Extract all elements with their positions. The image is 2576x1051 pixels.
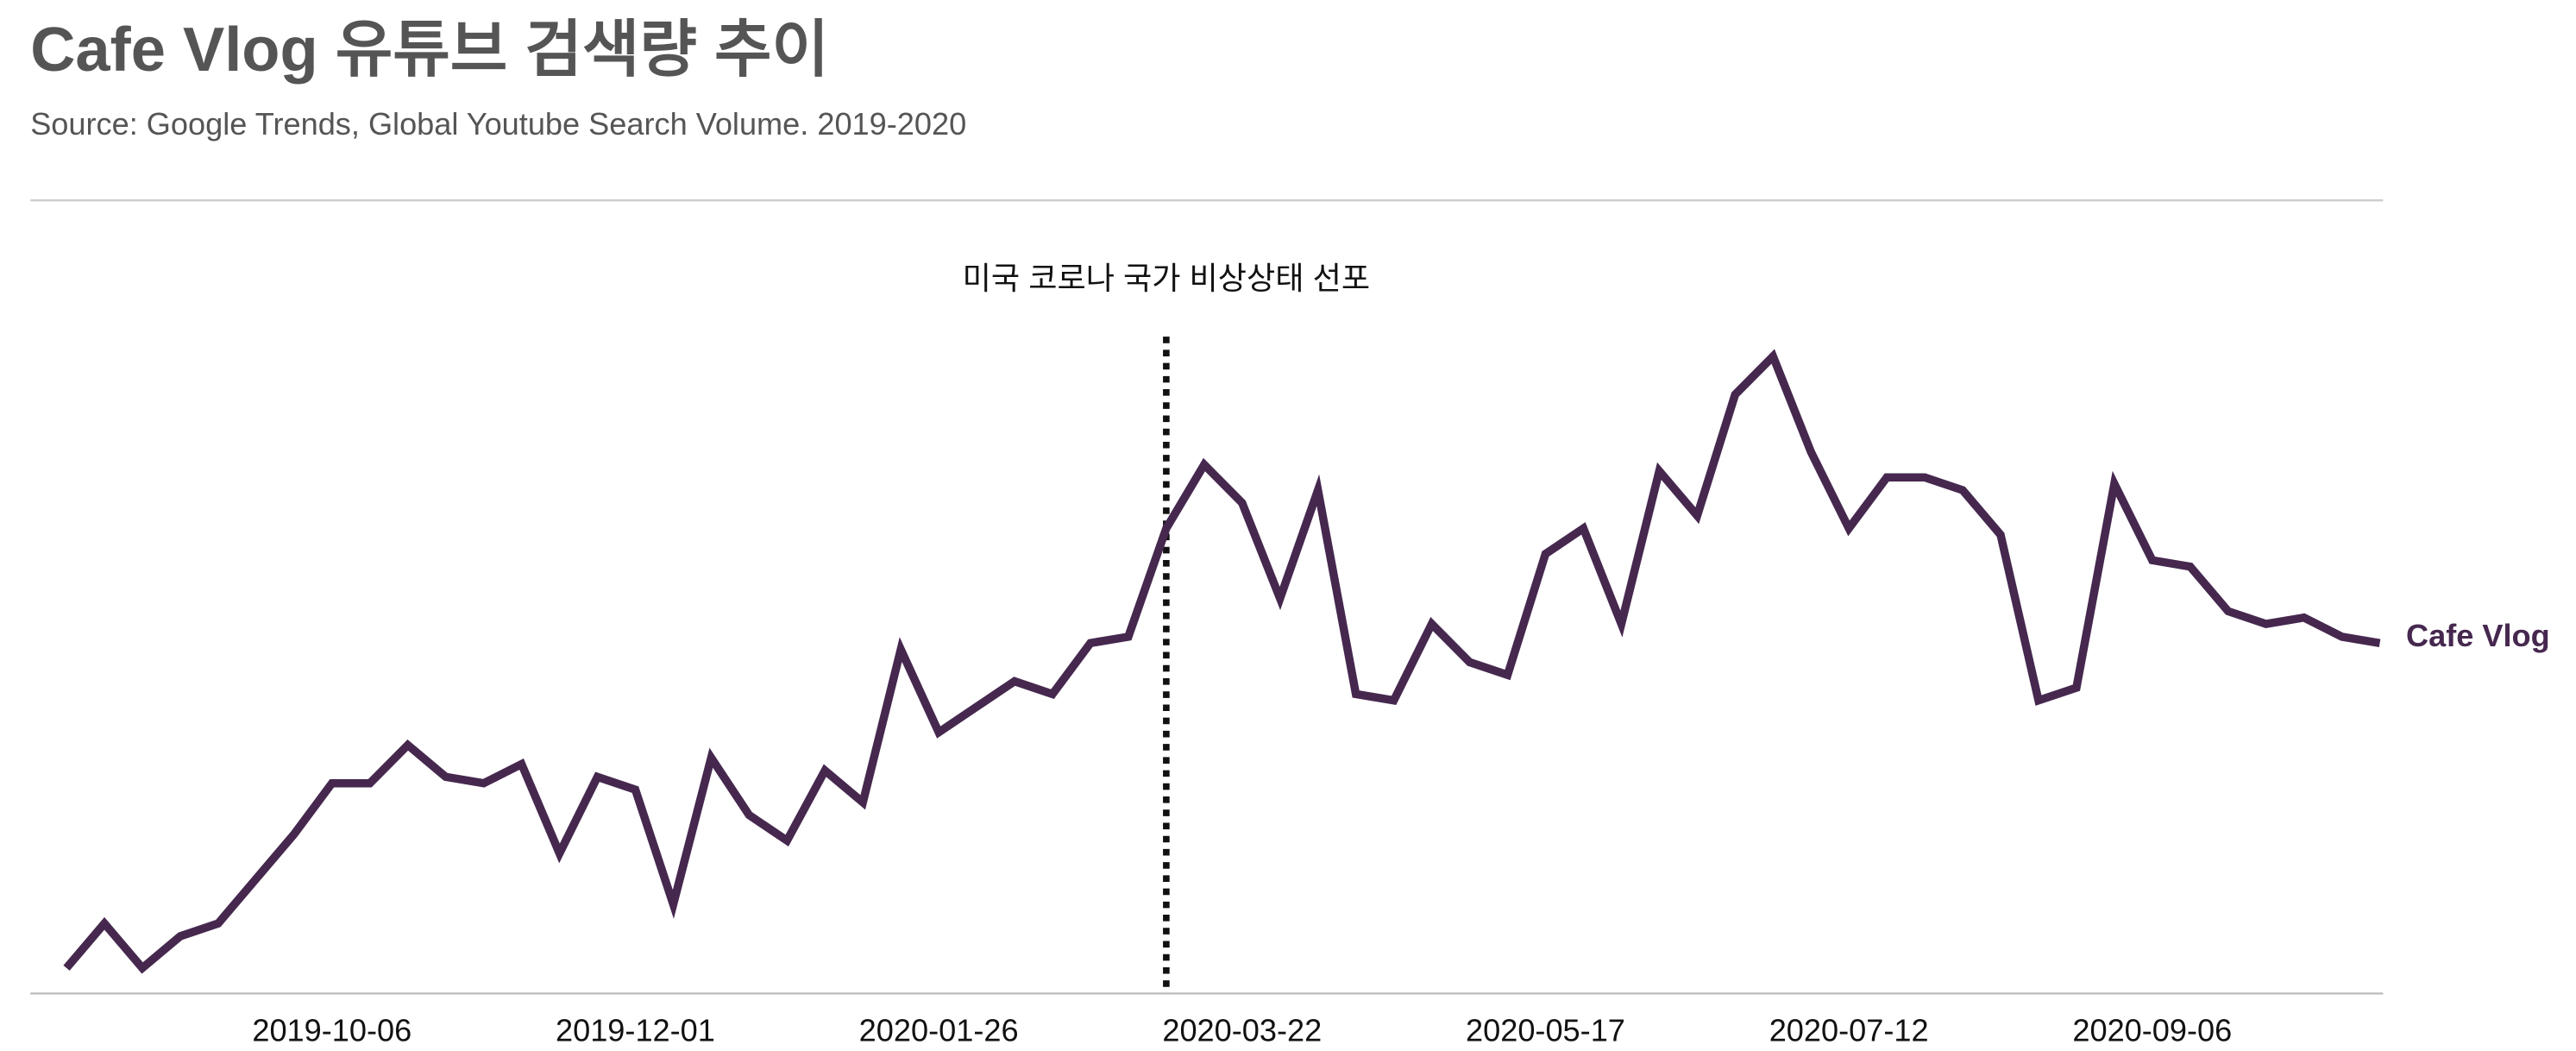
x-tick-label: 2019-12-01 bbox=[556, 1013, 715, 1048]
x-tick-label: 2020-01-26 bbox=[859, 1013, 1019, 1048]
series-line bbox=[63, 349, 2381, 974]
x-tick-label: 2020-07-12 bbox=[1769, 1013, 1929, 1048]
series-label: Cafe Vlog bbox=[2406, 618, 2550, 653]
x-tick-label: 2019-10-06 bbox=[252, 1013, 412, 1048]
chart-subtitle: Source: Google Trends, Global Youtube Se… bbox=[30, 106, 966, 142]
chart-title: Cafe Vlog 유튜브 검색량 추이 bbox=[30, 16, 829, 85]
x-tick-label: 2020-03-22 bbox=[1162, 1013, 1322, 1048]
x-tick-label: 2020-09-06 bbox=[2072, 1013, 2232, 1048]
x-tick-label: 2020-05-17 bbox=[1466, 1013, 1625, 1048]
annotation-text: 미국 코로나 국가 비상상태 선포 bbox=[963, 261, 1370, 296]
